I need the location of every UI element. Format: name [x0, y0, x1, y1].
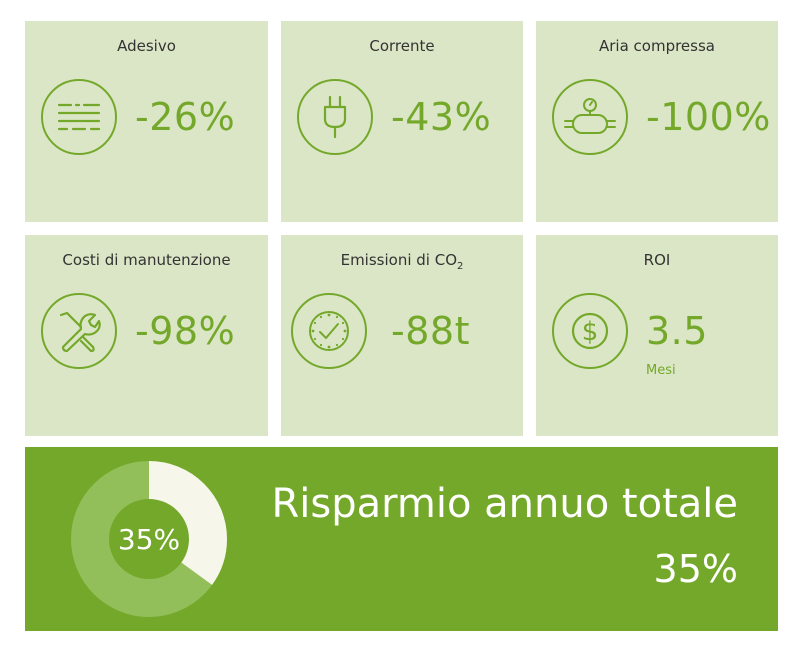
card-corrente: Corrente -43% [281, 21, 523, 222]
wrench-screwdriver-icon [41, 293, 117, 369]
card-title-subscript: 2 [457, 261, 464, 272]
card-title: Corrente [369, 37, 435, 55]
summary-title: Risparmio annuo totale [271, 481, 738, 527]
donut-percent-arc [71, 461, 227, 617]
card-adesivo: Adesivo -26% [25, 21, 268, 222]
metric-unit: Mesi [646, 363, 676, 378]
compressed-air-tank-icon [552, 79, 628, 155]
metric-value: -98% [135, 309, 236, 353]
card-title-main: Emissioni di CO [340, 251, 458, 269]
adhesive-lines-icon [41, 79, 117, 155]
dollar-coin-icon: $ [552, 293, 628, 369]
metric-value: -43% [391, 95, 492, 139]
power-plug-icon [297, 79, 373, 155]
card-title: Costi di manutenzione [62, 251, 231, 269]
metric-value: -26% [135, 95, 236, 139]
svg-text:$: $ [582, 317, 599, 347]
summary-banner: 35% Risparmio annuo totale 35% [25, 447, 778, 631]
card-title: Aria compressa [598, 37, 715, 55]
metric-value: -88t [391, 309, 470, 353]
card-aria-compressa: Aria compressa -100% [536, 21, 778, 222]
card-title: Adesivo [117, 37, 176, 55]
card-roi: ROI $ 3.5 Mesi [536, 235, 778, 436]
card-title: ROI [643, 251, 671, 269]
metric-value: 3.5 [646, 309, 708, 353]
card-emissioni-co2: Emissioni di CO2 -88t [281, 235, 523, 436]
metric-value: -100% [646, 95, 771, 139]
card-costi-manutenzione: Costi di manutenzione -98% [25, 235, 268, 436]
summary-value: 35% [653, 547, 738, 591]
clock-check-icon [291, 293, 367, 369]
card-title: Emissioni di CO2 [281, 251, 523, 272]
donut-label: 35% [117, 522, 181, 556]
savings-donut-chart [71, 461, 227, 617]
